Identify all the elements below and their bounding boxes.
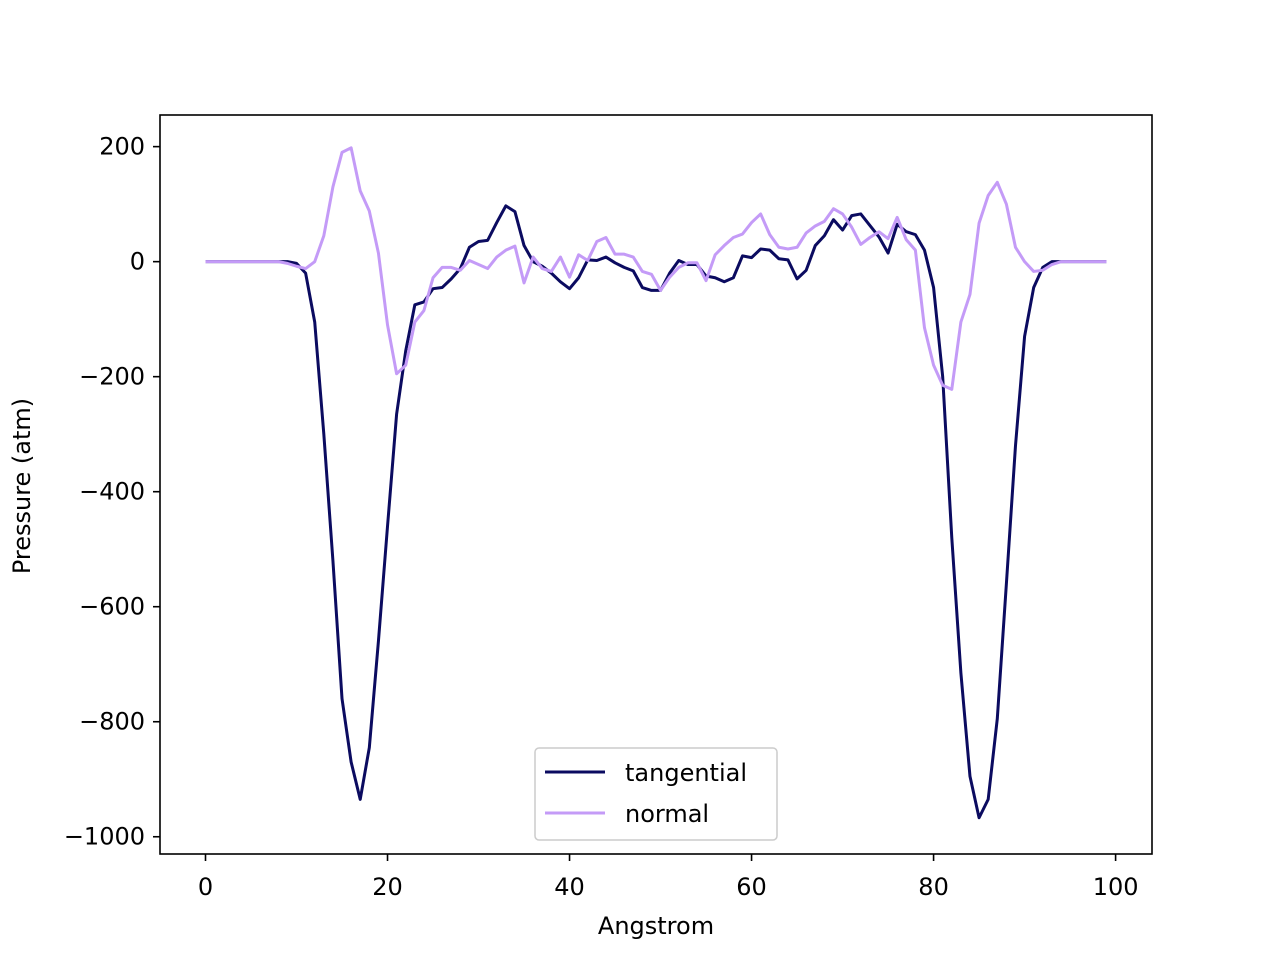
x-tick-label: 80 <box>918 873 949 901</box>
x-tick-label: 0 <box>198 873 213 901</box>
y-tick-label: 200 <box>99 133 145 161</box>
y-axis-label: Pressure (atm) <box>8 398 36 574</box>
legend: tangential normal <box>534 747 778 841</box>
y-tick-label: −800 <box>79 708 145 736</box>
y-tick-label: −400 <box>79 478 145 506</box>
series-layer <box>205 146 1107 820</box>
x-tick-label: 100 <box>1093 873 1139 901</box>
series-line-tangential <box>205 204 1107 820</box>
y-tick-label: −1000 <box>64 823 145 851</box>
y-tick-label: −200 <box>79 363 145 391</box>
x-tick-label: 20 <box>372 873 403 901</box>
series-line-normal <box>205 146 1107 391</box>
x-axis-label: Angstrom <box>598 912 714 940</box>
y-tick-label: −600 <box>79 593 145 621</box>
x-tick-label: 60 <box>736 873 767 901</box>
plot-frame <box>159 114 1153 855</box>
legend-label-tangential: tangential <box>625 759 747 787</box>
ticks-layer: 0 20 40 60 80 100 200 0 −200 −400 −600 −800 −1000 <box>64 133 1139 901</box>
x-tick-label: 40 <box>554 873 585 901</box>
y-tick-label: 0 <box>130 248 145 276</box>
legend-label-normal: normal <box>625 800 709 828</box>
